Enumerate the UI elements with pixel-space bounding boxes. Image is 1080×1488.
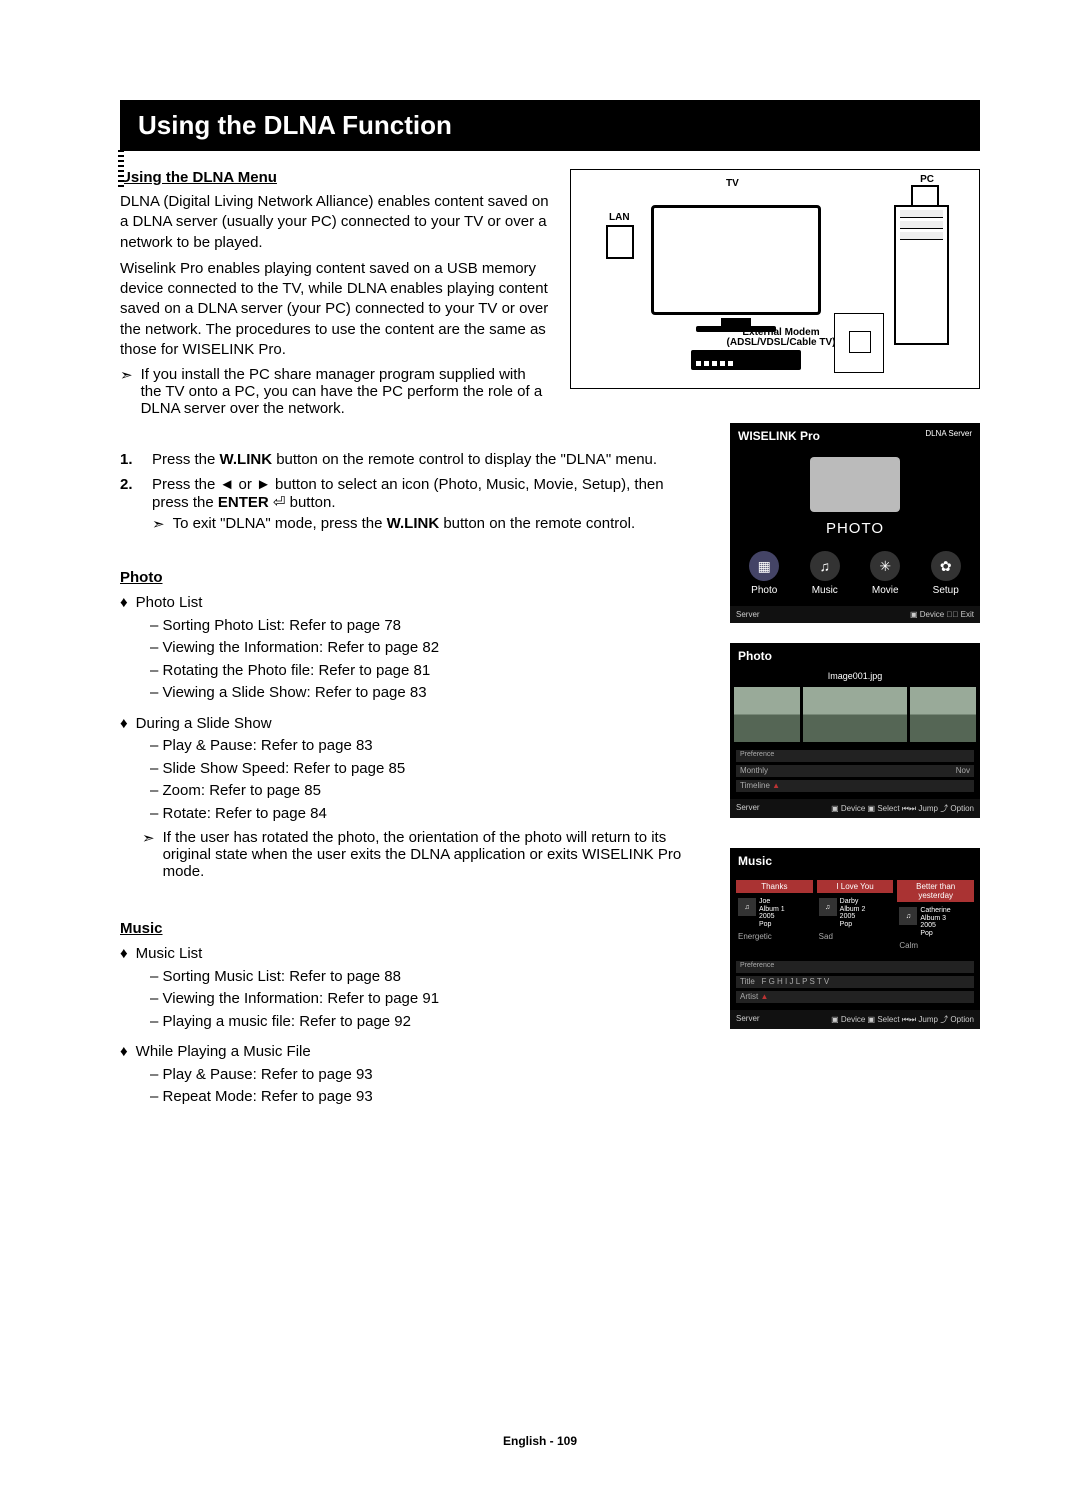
section-head-photo: Photo <box>120 569 700 586</box>
bullet-diamond: ♦ <box>120 713 128 736</box>
photo-thumb <box>803 687 908 742</box>
music-col-2: I Love You ♫DarbyAlbum 22005Pop Sad <box>817 880 894 951</box>
diagram-label-lan-left: LAN <box>609 212 630 223</box>
bullet-diamond: ♦ <box>120 1041 128 1064</box>
page-title: Using the DLNA Function <box>120 100 980 151</box>
ss2-footer-right: ▣ Device ▣ Select ⏮⏭ Jump ⤴ Option <box>831 803 974 814</box>
ss3-footer-left: Server <box>736 1014 760 1025</box>
ss1-mode-label: PHOTO <box>730 520 980 537</box>
page-footer: English - 109 <box>0 1434 1080 1448</box>
intro-paragraph-2: Wiselink Pro enables playing content sav… <box>120 259 550 360</box>
step-number-1: 1. <box>120 451 142 468</box>
section-head-music: Music <box>120 920 700 937</box>
photo-ref-6: – Slide Show Speed: Refer to page 85 <box>150 758 700 781</box>
music-col-1: Thanks ♫JoeAlbum 12005Pop Energetic <box>736 880 813 951</box>
ss2-filename: Image001.jpg <box>730 669 980 683</box>
bullet-diamond: ♦ <box>120 943 128 966</box>
photo-thumb <box>910 687 976 742</box>
ss2-bar-monthly: MonthlyNov <box>736 765 974 777</box>
intro-note: If you install the PC share manager prog… <box>141 366 550 417</box>
ss1-icon-music: ♫Music <box>800 551 850 596</box>
photo-ref-3: – Rotating the Photo file: Refer to page… <box>150 660 700 683</box>
intro-paragraph-1: DLNA (Digital Living Network Alliance) e… <box>120 192 550 253</box>
ss2-bar-timeline: Timeline ▲ <box>736 780 974 792</box>
music-bullet-list: Music List <box>136 943 203 966</box>
music-ref-3: – Playing a music file: Refer to page 92 <box>150 1011 700 1034</box>
ss3-title: Music <box>738 854 772 868</box>
ss1-corner: DLNA Server <box>925 429 972 443</box>
wall-socket-icon <box>849 331 871 353</box>
photo-bullet-list: Photo List <box>136 592 203 615</box>
screenshot-music: Music Thanks ♫JoeAlbum 12005Pop Energeti… <box>730 848 980 1029</box>
note-icon <box>120 366 133 417</box>
ss3-bar-title: Title F G H I J L P S T V <box>736 976 974 988</box>
step-2-text: Press the ◄ or ► button to select an ico… <box>152 476 700 539</box>
ss2-title: Photo <box>738 649 772 663</box>
modem-lights <box>696 361 733 366</box>
bullet-diamond: ♦ <box>120 592 128 615</box>
ss1-title: WISELINK Pro <box>738 429 820 443</box>
pc-tower-icon <box>894 205 949 345</box>
tv-icon <box>651 205 821 315</box>
diagram-label-tv: TV <box>726 178 739 189</box>
ss3-footer-right: ▣ Device ▣ Select ⏮⏭ Jump ⤴ Option <box>831 1014 974 1025</box>
note-icon <box>142 829 155 880</box>
music-ref-1: – Sorting Music List: Refer to page 88 <box>150 966 700 989</box>
ss1-icon-setup: ✿Setup <box>921 551 971 596</box>
lan-plug-icon <box>606 225 634 259</box>
modem-icon <box>691 350 801 370</box>
photo-ref-4: – Viewing a Slide Show: Refer to page 83 <box>150 682 700 705</box>
ss1-icon-movie: ✳Movie <box>860 551 910 596</box>
photo-note: If the user has rotated the photo, the o… <box>163 829 700 880</box>
photo-ref-5: – Play & Pause: Refer to page 83 <box>150 735 700 758</box>
ss1-footer-right: ▣ Device ↩⃞ Exit <box>910 610 974 619</box>
screenshot-photo: Photo Image001.jpg Preference MonthlyNov… <box>730 643 980 818</box>
diagram-label-pc: PC <box>920 174 934 185</box>
music-ref-5: – Repeat Mode: Refer to page 93 <box>150 1086 700 1109</box>
step-number-2: 2. <box>120 476 142 539</box>
camera-icon <box>810 457 900 512</box>
section-ornament <box>118 150 124 190</box>
ss1-icon-photo: ▦Photo <box>739 551 789 596</box>
music-ref-2: – Viewing the Information: Refer to page… <box>150 988 700 1011</box>
photo-bullet-slideshow: During a Slide Show <box>136 713 272 736</box>
ss2-bar-preference: Preference <box>736 750 974 762</box>
note-icon <box>152 515 165 533</box>
photo-ref-2: – Viewing the Information: Refer to page… <box>150 637 700 660</box>
ss3-bar-artist: Artist ▲ <box>736 991 974 1003</box>
section-head-dlna-menu: Using the DLNA Menu <box>120 169 550 186</box>
photo-ref-7: – Zoom: Refer to page 85 <box>150 780 700 803</box>
ss2-footer-left: Server <box>736 803 760 814</box>
ss3-bar-preference: Preference <box>736 961 974 973</box>
music-bullet-playing: While Playing a Music File <box>136 1041 311 1064</box>
music-col-3: Better than yesterday ♫CatherineAlbum 32… <box>897 880 974 951</box>
connection-diagram: TV PC LAN LAN External Modem (ADSL/VDSL/… <box>570 169 980 389</box>
photo-ref-1: – Sorting Photo List: Refer to page 78 <box>150 615 700 638</box>
music-ref-4: – Play & Pause: Refer to page 93 <box>150 1064 700 1087</box>
screenshot-wiselink: WISELINK Pro DLNA Server PHOTO ▦Photo ♫M… <box>730 423 980 623</box>
tv-stand <box>721 318 751 326</box>
step-1-text: Press the W.LINK button on the remote co… <box>152 451 657 468</box>
diagram-label-modem-sub: (ADSL/VDSL/Cable TV) <box>716 337 846 348</box>
ss1-footer-left: Server <box>736 610 760 619</box>
photo-ref-8: – Rotate: Refer to page 84 <box>150 803 700 826</box>
photo-thumb <box>734 687 800 742</box>
